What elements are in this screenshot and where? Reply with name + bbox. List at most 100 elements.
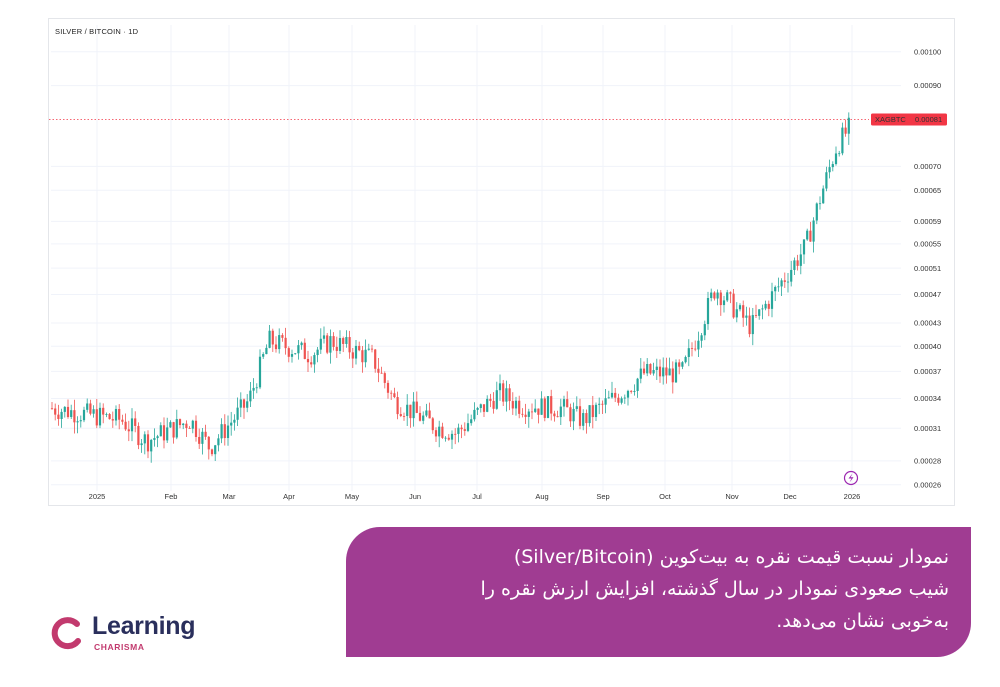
candle <box>217 434 220 452</box>
candle <box>546 395 550 419</box>
candle <box>281 333 284 342</box>
y-tick-label: 0.00026 <box>914 480 941 489</box>
badge-symbol: XAGBTC <box>875 115 906 124</box>
price-chart[interactable]: 0.00100 0.00090 0.00070 0.00065 0.00059 0.000… <box>49 19 956 507</box>
candle <box>316 347 319 363</box>
candle <box>598 397 601 415</box>
candle <box>364 339 367 368</box>
candle <box>585 409 588 434</box>
candle <box>745 306 748 326</box>
candle <box>290 349 294 363</box>
candle <box>793 257 796 276</box>
candle <box>601 400 604 414</box>
candle <box>710 288 713 302</box>
candle <box>610 381 614 399</box>
candle <box>617 393 620 406</box>
candle <box>502 379 505 407</box>
candle <box>716 289 719 306</box>
candle <box>150 438 153 463</box>
candle <box>687 339 690 367</box>
candle <box>214 444 217 462</box>
candle <box>700 333 703 348</box>
candle <box>233 414 236 431</box>
candle <box>486 395 489 413</box>
candle <box>674 359 678 383</box>
y-tick-label: 0.00028 <box>914 457 941 466</box>
candle <box>671 361 674 394</box>
x-tick-label: Jul <box>472 492 482 501</box>
candle <box>694 340 697 352</box>
candle <box>588 405 591 427</box>
candle <box>418 406 422 422</box>
candle <box>322 326 326 344</box>
candle <box>550 389 553 421</box>
candle <box>73 399 76 434</box>
candle <box>690 342 694 357</box>
candle <box>495 381 498 410</box>
candle <box>729 291 732 304</box>
candle <box>556 410 559 418</box>
candle <box>134 411 137 433</box>
candle <box>518 395 521 419</box>
candle <box>841 122 844 156</box>
candle <box>582 409 585 431</box>
candle <box>188 426 191 429</box>
candle <box>274 336 278 353</box>
candle <box>223 414 226 446</box>
candle <box>742 300 745 327</box>
candle <box>63 406 66 418</box>
candle <box>470 414 473 426</box>
candle <box>175 409 178 440</box>
candle <box>594 402 598 421</box>
candle <box>642 361 646 375</box>
candle <box>809 221 812 242</box>
candle <box>111 411 114 428</box>
candle <box>450 430 454 449</box>
candle <box>351 347 354 368</box>
y-tick-label: 0.00037 <box>914 367 941 376</box>
candle <box>633 384 636 396</box>
candle <box>329 329 332 364</box>
candle <box>198 428 201 449</box>
candle <box>98 402 102 429</box>
candle <box>460 424 463 439</box>
candle <box>393 387 396 399</box>
candle <box>463 422 466 436</box>
candle <box>60 408 63 428</box>
candle <box>406 394 409 426</box>
y-tick-label: 0.00070 <box>914 162 941 171</box>
candle <box>524 403 527 425</box>
candle <box>252 378 255 399</box>
candle <box>527 408 530 428</box>
candle <box>604 388 607 414</box>
candle <box>444 436 447 442</box>
candle <box>114 405 118 426</box>
y-tick-label: 0.00031 <box>914 424 941 433</box>
candle <box>482 404 486 417</box>
candle <box>390 390 393 400</box>
candle <box>703 320 706 341</box>
candle <box>764 300 767 311</box>
candle <box>358 341 361 352</box>
candle <box>207 435 210 460</box>
event-flash-icon[interactable] <box>843 470 859 486</box>
candle <box>780 278 783 297</box>
y-tick-label: 0.00055 <box>914 240 941 249</box>
candle <box>239 392 242 418</box>
candle <box>130 408 134 442</box>
candle <box>172 421 175 444</box>
candle <box>127 420 130 442</box>
candle <box>834 146 838 166</box>
candle <box>626 389 630 406</box>
y-tick-label: 0.00043 <box>914 319 941 328</box>
candle <box>95 398 98 429</box>
candle <box>262 352 265 359</box>
x-tick-label: 2025 <box>89 492 106 501</box>
candle <box>748 307 751 338</box>
candle <box>591 395 594 429</box>
candle <box>681 361 684 370</box>
candle <box>226 415 230 446</box>
candle <box>738 303 742 312</box>
candle <box>489 393 492 408</box>
candle <box>396 391 399 420</box>
